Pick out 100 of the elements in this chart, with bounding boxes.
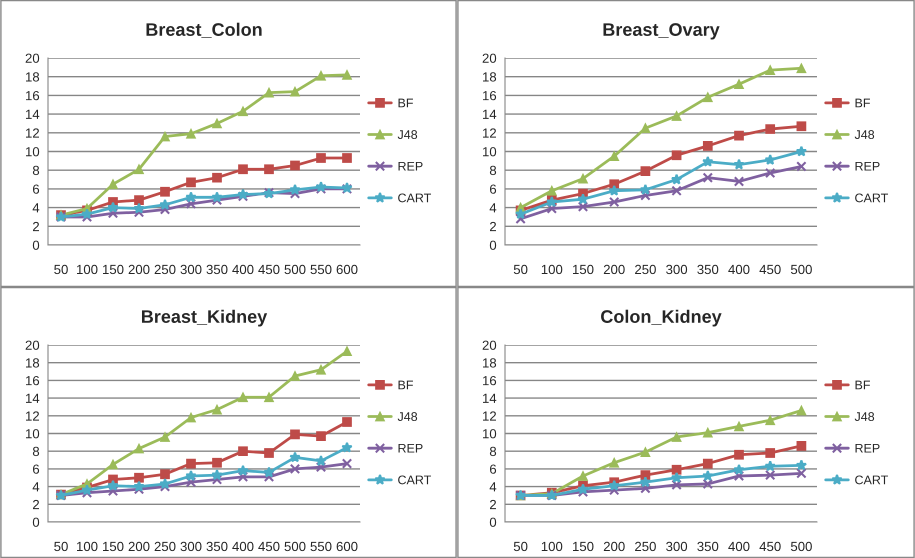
y-tick-label: 0	[32, 518, 40, 527]
legend-label: REP	[856, 162, 880, 171]
y-tick-label: 20	[482, 54, 496, 63]
y-tick-label: 12	[483, 128, 496, 138]
x-tick-label: 450	[759, 542, 781, 552]
y-tick-label: 4	[32, 482, 40, 492]
y-tick-label: 16	[483, 90, 496, 100]
y-tick-label: 12	[483, 411, 496, 421]
y-tick-label: 18	[26, 72, 40, 82]
x-tick-label: 100	[542, 264, 562, 274]
y-tick-label: 8	[32, 446, 40, 456]
y-tick-label: 6	[490, 464, 496, 474]
y-tick-label: 10	[26, 429, 40, 438]
y-tick-label: 2	[490, 500, 496, 510]
x-tick-label: 600	[336, 264, 358, 274]
y-tick-label: 14	[26, 394, 40, 403]
y-tick-label: 4	[32, 203, 40, 212]
legend-label: CART	[855, 193, 888, 202]
x-tick-label: 450	[258, 542, 280, 552]
x-tick-label: 150	[573, 264, 594, 274]
x-tick-label: 50	[54, 542, 68, 552]
x-tick-label: 350	[206, 264, 228, 274]
y-tick-label: 16	[26, 376, 40, 386]
x-tick-label: 350	[206, 542, 228, 552]
y-tick-label: 4	[490, 203, 496, 212]
x-tick-label: 300	[666, 264, 688, 274]
x-tick-label: 200	[128, 542, 150, 552]
y-tick-label: 0	[32, 240, 40, 250]
x-tick-label: 350	[697, 542, 718, 552]
y-tick-label: 18	[26, 358, 40, 368]
y-tick-label: 8	[32, 166, 40, 176]
legend-label: CART	[855, 475, 888, 484]
legend-label: BF	[856, 98, 870, 108]
x-tick-label: 500	[284, 542, 306, 552]
x-tick-label: 100	[542, 542, 562, 552]
y-tick-label: 0	[490, 240, 496, 250]
x-tick-label: 200	[128, 264, 150, 274]
x-tick-label: 250	[154, 264, 176, 274]
y-tick-label: 16	[26, 90, 40, 100]
y-tick-label: 12	[26, 128, 40, 138]
y-tick-label: 14	[26, 110, 40, 119]
y-tick-label: 18	[483, 358, 496, 368]
legend-label: J48	[854, 412, 874, 422]
y-tick-label: 14	[483, 394, 496, 403]
x-tick-label: 250	[635, 542, 656, 552]
legend-label: BF	[398, 380, 413, 390]
x-tick-label: 50	[514, 264, 528, 274]
chart-title: Breast_Kidney	[142, 310, 268, 327]
x-tick-label: 400	[728, 264, 750, 274]
y-tick-label: 12	[26, 411, 40, 421]
x-tick-label: 50	[54, 264, 68, 274]
x-tick-label: 450	[759, 264, 781, 274]
x-tick-label: 300	[180, 542, 202, 552]
y-tick-label: 14	[483, 110, 496, 119]
x-tick-label: 400	[232, 264, 254, 274]
y-tick-label: 10	[483, 429, 496, 438]
x-tick-label: 200	[604, 264, 625, 274]
legend-label: BF	[398, 98, 413, 108]
y-tick-label: 20	[26, 340, 40, 350]
y-tick-label: 6	[33, 464, 40, 474]
legend-label: CART	[398, 193, 432, 202]
x-tick-label: 200	[604, 542, 625, 552]
y-tick-label: 10	[26, 147, 40, 156]
y-tick-label: 4	[490, 482, 496, 492]
x-tick-label: 450	[258, 264, 280, 274]
legend-label: J48	[854, 130, 874, 140]
x-tick-label: 500	[284, 264, 306, 274]
y-tick-label: 0	[490, 518, 496, 527]
x-tick-label: 550	[310, 542, 332, 552]
x-tick-label: 550	[310, 264, 332, 274]
x-tick-label: 400	[232, 542, 254, 552]
legend-label: REP	[856, 444, 880, 453]
y-tick-label: 10	[483, 147, 496, 156]
x-tick-label: 500	[790, 542, 812, 552]
y-tick-label: 20	[482, 340, 496, 350]
x-tick-label: 250	[154, 542, 176, 552]
x-tick-label: 50	[514, 542, 528, 552]
chart-title: Breast_Colon	[146, 22, 262, 38]
legend-label: CART	[398, 475, 432, 484]
x-tick-label: 300	[666, 542, 688, 552]
chart-title: Breast_Ovary	[603, 23, 720, 40]
legend-label: REP	[398, 444, 423, 453]
x-tick-label: 150	[103, 264, 124, 274]
y-tick-label: 16	[483, 376, 496, 386]
legend-label: REP	[398, 162, 423, 171]
x-tick-label: 300	[180, 264, 202, 274]
x-tick-label: 150	[103, 542, 124, 552]
y-tick-label: 2	[32, 222, 40, 232]
legend-label: J48	[398, 130, 418, 140]
legend-label: J48	[398, 412, 418, 422]
x-tick-label: 500	[790, 264, 812, 274]
y-tick-label: 18	[483, 72, 496, 82]
y-tick-label: 8	[490, 446, 496, 456]
x-tick-label: 350	[697, 264, 718, 274]
y-tick-label: 2	[32, 500, 40, 510]
y-tick-label: 6	[490, 184, 496, 194]
x-tick-label: 100	[77, 264, 98, 274]
y-tick-label: 6	[33, 184, 40, 194]
x-tick-label: 400	[728, 542, 750, 552]
x-tick-label: 600	[336, 542, 358, 552]
